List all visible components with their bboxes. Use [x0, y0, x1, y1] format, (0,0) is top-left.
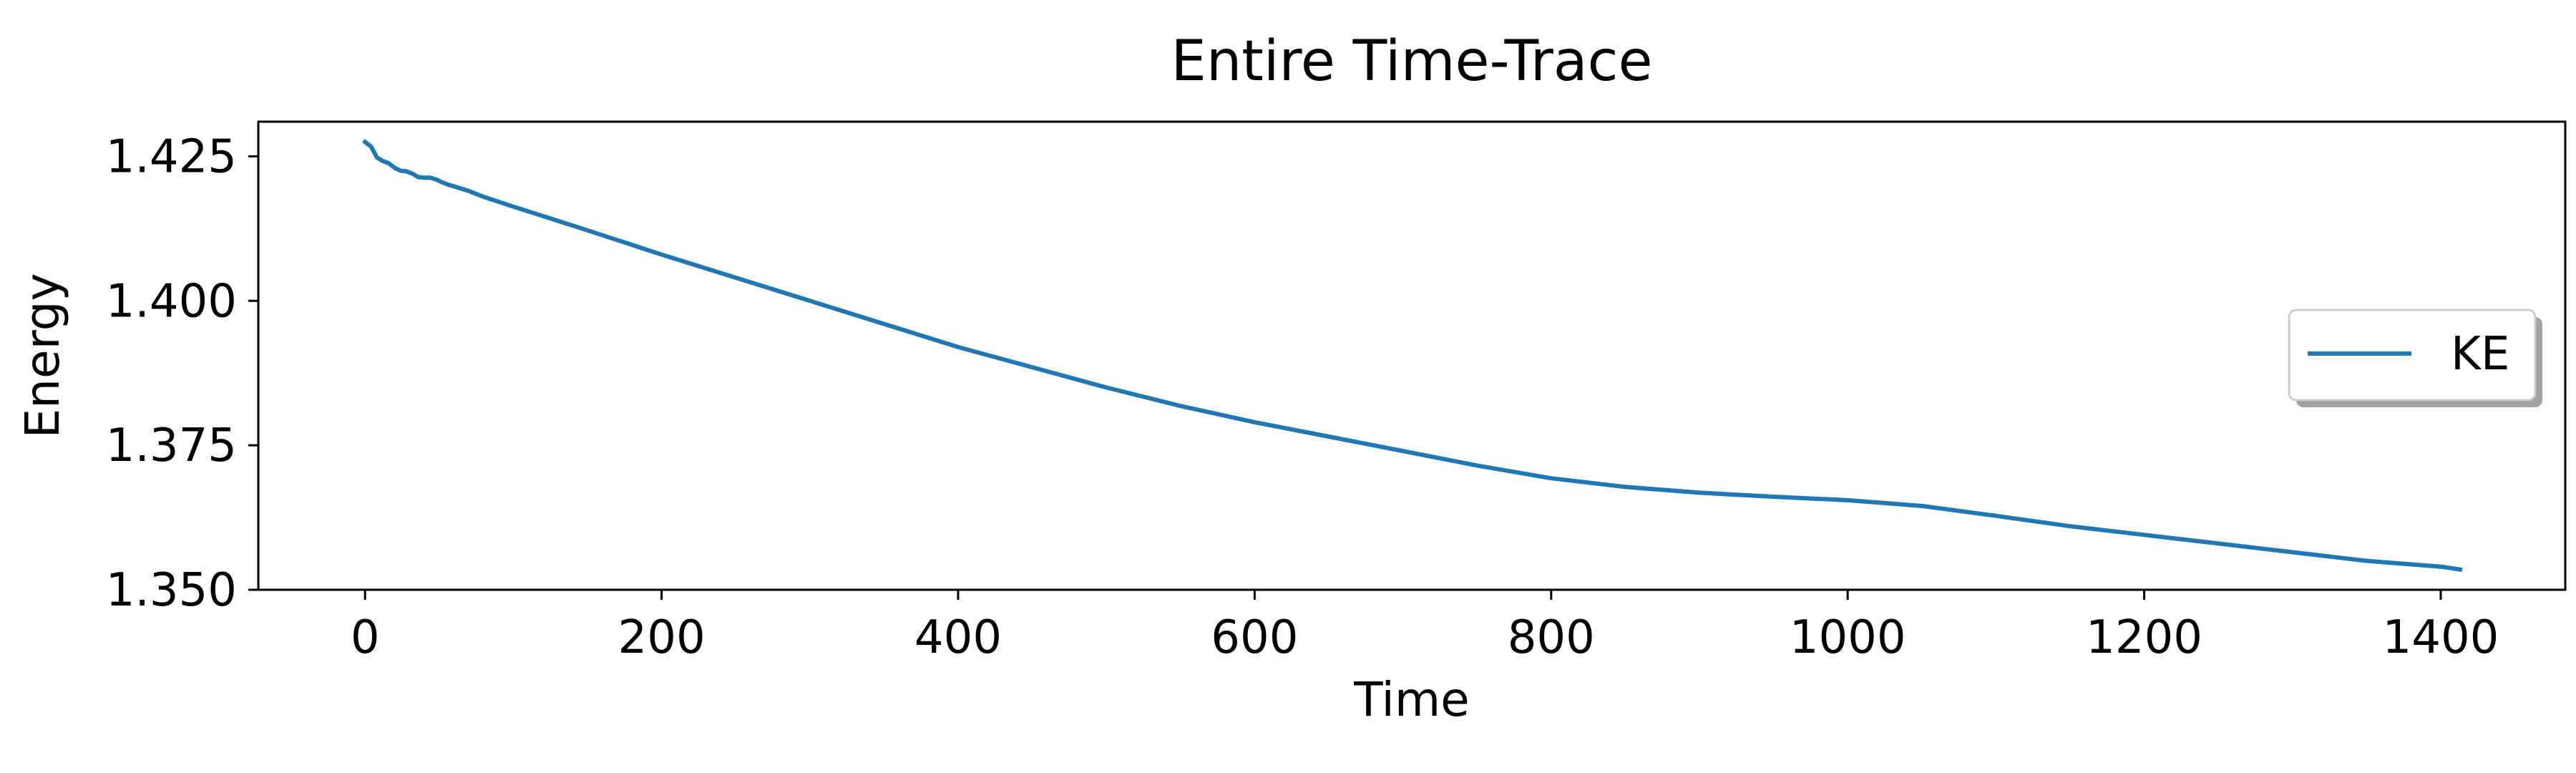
plot-layer: 0 200 400 600 800 1000 1200 1400 1.350 1.375 1.400…	[106, 130, 2499, 664]
plot-frame	[257, 120, 2567, 591]
legend-label-ke: KE	[2451, 328, 2509, 381]
y-tick-label: 1.425	[106, 130, 237, 183]
x-tick-label: 1000	[1790, 611, 1906, 664]
x-tick-label: 800	[1508, 611, 1595, 664]
chart-title: Entire Time-Trace	[1171, 29, 1653, 94]
x-tick-label: 1200	[2086, 611, 2202, 664]
y-tick-label: 1.400	[106, 275, 237, 328]
x-tick-label: 400	[914, 611, 1002, 664]
x-tick-label: 600	[1211, 611, 1298, 664]
y-axis-label: Energy	[15, 273, 70, 438]
legend-box	[2288, 308, 2537, 402]
x-tick-label: 0	[351, 611, 380, 664]
x-tick-label: 200	[618, 611, 706, 664]
series-line-ke	[361, 139, 2463, 573]
y-tick-label: 1.375	[106, 419, 237, 472]
y-tick-label: 1.350	[106, 564, 237, 617]
x-axis-label: Time	[1353, 672, 1470, 727]
legend: KE	[2288, 308, 2542, 407]
x-tick-label: 1400	[2383, 611, 2499, 664]
